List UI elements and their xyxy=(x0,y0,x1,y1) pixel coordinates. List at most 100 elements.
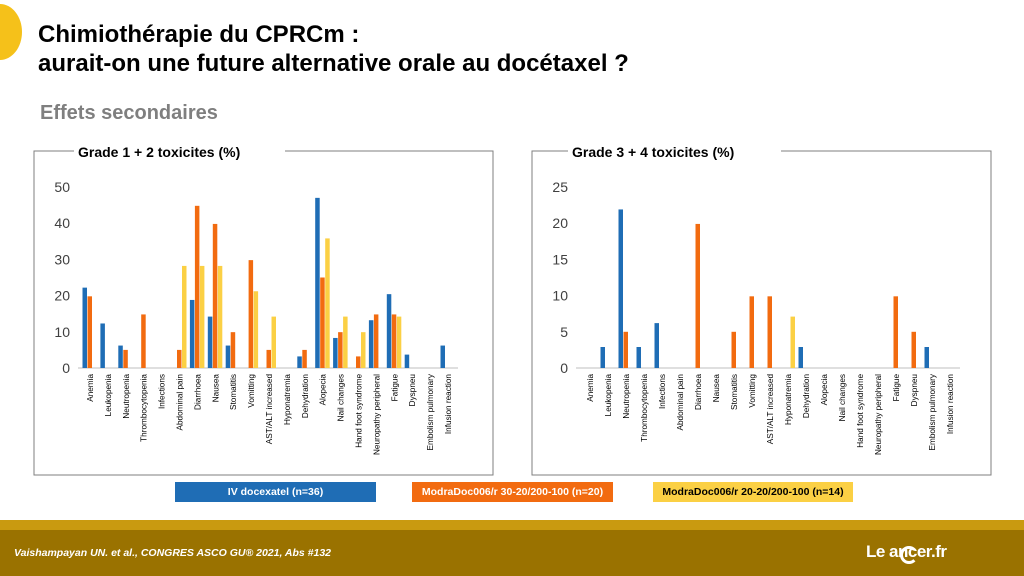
x-category-label: Hand foot syndrome xyxy=(856,374,865,448)
bar xyxy=(654,323,659,368)
bar xyxy=(177,349,182,368)
x-category-label: Dyspneu xyxy=(910,374,919,407)
chart-title-bg xyxy=(74,143,285,159)
chart-frame xyxy=(33,150,494,476)
x-category-label: Nausea xyxy=(712,374,721,403)
y-tick-label: 20 xyxy=(552,215,568,231)
bar xyxy=(100,323,105,368)
title-line-1: Chimiothérapie du CPRCm : xyxy=(38,21,360,48)
bar xyxy=(396,316,402,368)
bar xyxy=(911,331,916,368)
citation: Vaishampayan UN. et al., CONGRES ASCO GU… xyxy=(14,547,332,559)
y-tick-label: 40 xyxy=(54,215,70,231)
x-category-label: AST/ALT increased xyxy=(766,374,775,445)
x-category-label: Neuropathy peripheral xyxy=(874,374,883,455)
bar xyxy=(333,337,338,368)
bar xyxy=(207,316,213,368)
bar xyxy=(194,205,200,368)
x-category-label: Thrombocytopenia xyxy=(140,374,149,442)
x-category-label: Alopecia xyxy=(319,374,328,406)
bar xyxy=(343,316,348,368)
bar xyxy=(199,265,205,368)
legend-modradoc-30-20: ModraDoc006/r 30-20/200-100 (n=20) xyxy=(412,482,613,502)
bar xyxy=(225,345,231,368)
bar xyxy=(325,238,330,368)
bar xyxy=(368,320,374,368)
bar xyxy=(391,314,397,368)
chart-frame xyxy=(531,150,992,476)
bar xyxy=(695,223,700,368)
footer-band xyxy=(0,520,1024,530)
x-category-label: Infections xyxy=(658,374,667,409)
y-tick-label: 5 xyxy=(560,324,568,340)
bar xyxy=(790,316,795,368)
bar xyxy=(924,347,929,368)
y-tick-label: 50 xyxy=(54,179,70,195)
x-category-label: Infusion reaction xyxy=(444,374,453,435)
bar xyxy=(440,345,445,368)
x-category-label: Anemia xyxy=(586,374,595,402)
y-tick-label: 10 xyxy=(54,324,70,340)
bar xyxy=(123,349,128,368)
slide-title: Chimiothérapie du CPRCm : aurait-on une … xyxy=(38,20,629,78)
x-category-label: Dyspneu xyxy=(408,374,417,407)
x-category-label: Diarrhoea xyxy=(694,374,703,410)
x-category-label: Fatigue xyxy=(892,374,901,402)
bar xyxy=(731,331,736,368)
x-category-label: Thrombocytopenia xyxy=(640,374,649,442)
bar xyxy=(767,296,772,368)
x-category-label: Fatigue xyxy=(390,374,399,402)
y-tick-label: 20 xyxy=(54,288,70,304)
x-category-label: Diarrhoea xyxy=(193,374,202,410)
bar xyxy=(320,277,325,368)
bar xyxy=(373,314,379,368)
chart-title: Grade 1 + 2 toxicites (%) xyxy=(78,144,240,160)
bar xyxy=(141,314,146,368)
x-category-label: Hand foot syndrome xyxy=(355,374,364,448)
bar xyxy=(356,356,361,368)
y-tick-label: 10 xyxy=(552,288,568,304)
x-category-label: Hyponatremia xyxy=(283,374,292,425)
slide-subtitle: Effets secondaires xyxy=(40,102,218,124)
y-tick-label: 30 xyxy=(54,251,70,267)
x-category-label: Vomitting xyxy=(748,374,757,408)
x-category-label: Vomitting xyxy=(247,374,256,408)
bar xyxy=(253,291,259,368)
bar xyxy=(338,332,343,368)
x-category-label: Dehydration xyxy=(301,374,310,419)
x-category-label: Leukopenia xyxy=(104,374,113,417)
x-category-label: Neutropenia xyxy=(622,374,631,419)
x-category-label: Nail changes xyxy=(838,374,847,421)
y-tick-label: 0 xyxy=(560,360,568,376)
legend-iv-docetaxel: IV docexatel (n=36) xyxy=(175,482,376,502)
x-category-label: Infections xyxy=(158,374,167,409)
bar xyxy=(600,347,605,368)
x-category-label: Stomatitis xyxy=(229,374,238,410)
x-category-label: Embolism pulmonary xyxy=(426,373,435,450)
x-category-label: AST/ALT increased xyxy=(265,374,274,445)
title-line-2: aurait-on une future alternative orale a… xyxy=(38,50,629,77)
bar xyxy=(618,209,623,368)
bar xyxy=(623,331,628,368)
x-category-label: Infusion reaction xyxy=(946,374,955,435)
bar xyxy=(798,347,803,368)
x-category-label: Anemia xyxy=(86,374,95,402)
corner-decoration xyxy=(0,4,22,60)
x-category-label: Stomatitis xyxy=(730,374,739,410)
bar xyxy=(386,294,392,368)
bar xyxy=(212,223,218,368)
bar xyxy=(82,287,87,368)
bar xyxy=(248,260,254,368)
chart-title-bg xyxy=(568,143,781,159)
chart-title: Grade 3 + 4 toxicites (%) xyxy=(572,144,734,160)
bar xyxy=(636,347,641,368)
x-category-label: Nausea xyxy=(211,374,220,403)
x-category-label: Embolism pulmonary xyxy=(928,373,937,450)
x-category-label: Hyponatremia xyxy=(784,374,793,425)
y-tick-label: 0 xyxy=(62,360,70,376)
bar xyxy=(87,296,92,368)
footer-bar xyxy=(0,520,1024,576)
bar xyxy=(271,316,276,368)
bar xyxy=(302,349,307,368)
